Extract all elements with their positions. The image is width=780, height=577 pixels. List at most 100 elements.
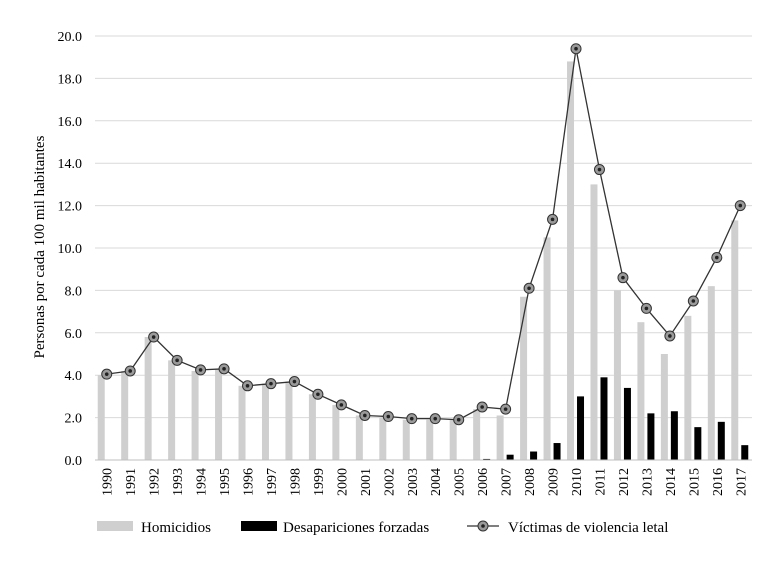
y-tick-label: 10.0 — [58, 242, 83, 257]
x-tick-label: 2007 — [500, 468, 515, 496]
bar-homicidios — [426, 419, 434, 460]
point-victimas-center — [738, 203, 743, 208]
x-tick-label: 2002 — [382, 468, 397, 496]
x-tick-label: 1995 — [218, 468, 233, 496]
bar-homicidios — [261, 383, 269, 460]
point-victimas-center — [363, 413, 367, 418]
y-tick-label: 12.0 — [58, 200, 83, 215]
bar-desapariciones — [577, 396, 585, 460]
x-tick-label: 2011 — [593, 468, 608, 495]
x-tick-label: 2013 — [640, 468, 655, 496]
point-victimas-center — [175, 358, 179, 363]
bar-homicidios — [121, 370, 129, 460]
x-tick-label: 2016 — [711, 468, 726, 496]
x-tick-label: 2008 — [523, 468, 538, 496]
point-victimas-center — [503, 407, 508, 411]
point-victimas-center — [316, 392, 320, 397]
point-victimas-center — [269, 381, 273, 386]
bar-homicidios — [355, 415, 363, 460]
gridlines — [95, 35, 752, 419]
point-victimas-center — [644, 306, 649, 311]
x-tick-label: 2012 — [617, 468, 632, 496]
y-tick-label: 14.0 — [58, 157, 83, 172]
bar-homicidios — [660, 354, 668, 460]
y-axis-label: Personas por cada 100 mil habitantes — [32, 135, 48, 358]
x-tick-label: 2006 — [476, 468, 491, 496]
bar-desapariciones — [506, 454, 514, 460]
bar-homicidios — [473, 409, 481, 460]
x-tick-label: 2000 — [335, 468, 350, 496]
x-tick-label: 2005 — [453, 468, 468, 496]
x-axis-ticks: 1990 1991 1992 1993 1994 1995 1996 1997 1998 1999… — [101, 468, 750, 496]
point-victimas-center — [433, 416, 438, 421]
y-axis-ticks: 0.0 2.0 4.0 6.0 8.0 10.0 12.0 14.0 16.0 18.0 20.0 — [58, 30, 83, 469]
point-victimas-center — [621, 275, 625, 280]
bar-desapariciones — [623, 387, 631, 460]
bar-desapariciones — [647, 413, 655, 460]
legend-label-victimas: Víctimas de violencia letal — [508, 520, 668, 536]
y-tick-label: 4.0 — [65, 369, 83, 384]
point-victimas-center — [456, 417, 461, 422]
y-tick-label: 8.0 — [65, 284, 83, 299]
point-victimas-center — [550, 217, 555, 222]
x-tick-label: 2004 — [429, 468, 444, 496]
x-tick-label: 2014 — [664, 468, 679, 496]
bar-desapariciones — [600, 377, 608, 460]
bar-homicidios — [567, 61, 575, 460]
bar-homicidios — [97, 375, 105, 460]
bar-homicidios — [308, 394, 316, 460]
bar-homicidios — [543, 237, 551, 460]
x-tick-label: 1997 — [265, 468, 280, 496]
y-tick-label: 20.0 — [58, 30, 83, 45]
bar-homicidios — [731, 220, 739, 460]
x-tick-label: 2017 — [734, 468, 749, 496]
x-tick-label: 1996 — [242, 468, 257, 496]
bar-homicidios — [496, 415, 504, 460]
point-victimas-center — [151, 335, 156, 339]
legend: Homicidios Desapariciones forzadas Vícti… — [97, 520, 668, 536]
point-victimas-center — [128, 369, 132, 373]
legend-swatch-homicidios — [97, 521, 133, 531]
bar-homicidios — [285, 381, 293, 460]
point-victimas-center — [597, 167, 602, 172]
bar-homicidios — [520, 296, 528, 460]
bar-homicidios — [637, 322, 645, 460]
bar-homicidios — [684, 315, 692, 460]
x-tick-label: 1993 — [171, 468, 186, 496]
x-tick-label: 1998 — [288, 468, 303, 496]
point-victimas-center — [198, 368, 203, 372]
bar-desapariciones — [553, 443, 561, 460]
bar-homicidios — [332, 404, 340, 460]
x-tick-label: 1999 — [312, 468, 327, 496]
point-victimas-center — [668, 334, 672, 338]
y-tick-label: 16.0 — [58, 115, 83, 130]
bar-homicidios — [379, 417, 387, 460]
bar-homicidios — [238, 385, 246, 460]
bar-desapariciones — [694, 427, 702, 460]
point-victimas-center — [245, 384, 250, 388]
legend-label-homicidios: Homicidios — [141, 520, 211, 536]
x-tick-label: 2015 — [687, 468, 702, 496]
point-victimas-center — [104, 372, 109, 376]
bar-desapariciones — [741, 445, 749, 460]
point-victimas-center — [715, 255, 719, 260]
bar-homicidios — [215, 368, 223, 460]
point-victimas-center — [409, 416, 414, 421]
bar-homicidios — [402, 419, 410, 460]
x-tick-label: 2010 — [570, 468, 585, 496]
x-tick-label: 1991 — [124, 468, 139, 496]
bar-desapariciones — [530, 451, 538, 460]
bar-homicidios — [449, 419, 457, 460]
point-victimas-center — [339, 403, 344, 407]
bar-homicidios — [144, 337, 152, 460]
legend-label-desapariciones: Desapariciones forzadas — [283, 520, 429, 536]
bar-homicidios — [613, 290, 621, 460]
bars — [97, 61, 749, 460]
bar-desapariciones — [483, 458, 491, 460]
bar-homicidios — [707, 286, 715, 460]
x-tick-label: 1994 — [195, 468, 210, 496]
x-tick-label: 2003 — [406, 468, 421, 496]
point-victimas-center — [386, 414, 391, 419]
bar-homicidios — [191, 370, 199, 460]
